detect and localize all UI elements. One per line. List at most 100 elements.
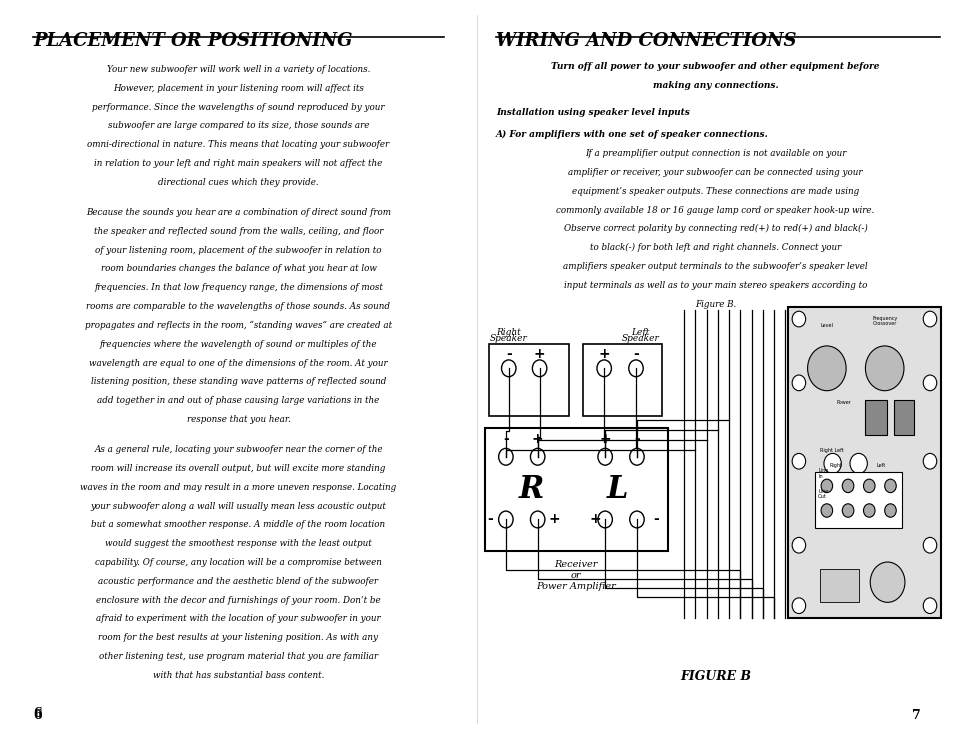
Circle shape bbox=[791, 598, 804, 613]
Text: Right Left: Right Left bbox=[820, 448, 843, 453]
Bar bbox=[820, 569, 858, 602]
Circle shape bbox=[849, 453, 866, 474]
Text: Speaker: Speaker bbox=[621, 334, 659, 343]
Circle shape bbox=[629, 511, 643, 528]
Text: propagates and reflects in the room, “standing waves” are created at: propagates and reflects in the room, “st… bbox=[85, 321, 392, 330]
Bar bbox=[787, 307, 940, 618]
Text: wavelength are equal to one of the dimensions of the room. At your: wavelength are equal to one of the dimen… bbox=[89, 359, 388, 368]
Text: afraid to experiment with the location of your subwoofer in your: afraid to experiment with the location o… bbox=[96, 615, 380, 624]
Text: Receiver: Receiver bbox=[554, 560, 598, 569]
Text: frequencies. In that low frequency range, the dimensions of most: frequencies. In that low frequency range… bbox=[94, 283, 382, 292]
Bar bbox=[582, 344, 661, 416]
Circle shape bbox=[862, 479, 874, 492]
Text: room for the best results at your listening position. As with any: room for the best results at your listen… bbox=[98, 633, 378, 642]
Text: Because the sounds you hear are a combination of direct sound from: Because the sounds you hear are a combin… bbox=[86, 208, 391, 217]
Text: subwoofer are large compared to its size, those sounds are: subwoofer are large compared to its size… bbox=[108, 121, 369, 131]
Circle shape bbox=[498, 449, 513, 465]
Text: omni-directional in nature. This means that locating your subwoofer: omni-directional in nature. This means t… bbox=[88, 140, 389, 149]
Text: acoustic performance and the aesthetic blend of the subwoofer: acoustic performance and the aesthetic b… bbox=[98, 577, 378, 586]
Text: in relation to your left and right main speakers will not affect the: in relation to your left and right main … bbox=[94, 159, 382, 168]
Text: Line: Line bbox=[818, 469, 827, 474]
Text: PLACEMENT OR POSITIONING: PLACEMENT OR POSITIONING bbox=[33, 32, 353, 49]
Text: Power: Power bbox=[836, 400, 851, 405]
Text: the speaker and reflected sound from the walls, ceiling, and floor: the speaker and reflected sound from the… bbox=[93, 227, 383, 235]
Circle shape bbox=[530, 449, 544, 465]
Text: +: + bbox=[589, 512, 600, 526]
Circle shape bbox=[498, 511, 513, 528]
Text: R: R bbox=[517, 474, 543, 505]
Circle shape bbox=[841, 504, 853, 517]
Text: capability. Of course, any location will be a compromise between: capability. Of course, any location will… bbox=[95, 558, 381, 567]
Text: your subwoofer along a wall will usually mean less acoustic output: your subwoofer along a wall will usually… bbox=[91, 502, 386, 511]
Text: Left: Left bbox=[631, 328, 649, 337]
Text: However, placement in your listening room will affect its: However, placement in your listening roo… bbox=[113, 83, 363, 93]
Bar bbox=[484, 427, 667, 551]
Text: to black(-) for both left and right channels. Connect your: to black(-) for both left and right chan… bbox=[589, 243, 841, 252]
Text: room boundaries changes the balance of what you hear at low: room boundaries changes the balance of w… bbox=[100, 264, 376, 273]
Bar bbox=[864, 400, 885, 435]
Text: Figure B.: Figure B. bbox=[694, 300, 736, 308]
Text: Out: Out bbox=[818, 494, 826, 499]
Text: +: + bbox=[532, 432, 543, 446]
Text: but a somewhat smoother response. A middle of the room location: but a somewhat smoother response. A midd… bbox=[91, 520, 385, 529]
Circle shape bbox=[791, 453, 804, 469]
Text: equipment’s speaker outputs. These connections are made using: equipment’s speaker outputs. These conne… bbox=[571, 187, 859, 196]
Text: or: or bbox=[571, 571, 581, 580]
Text: -: - bbox=[633, 347, 639, 361]
Text: amplifiers speaker output terminals to the subwoofer’s speaker level: amplifiers speaker output terminals to t… bbox=[562, 262, 867, 271]
Text: FIGURE B: FIGURE B bbox=[679, 670, 750, 683]
Text: -: - bbox=[487, 512, 493, 526]
Text: +: + bbox=[598, 432, 610, 446]
Text: 6: 6 bbox=[33, 708, 42, 722]
Circle shape bbox=[883, 504, 895, 517]
Circle shape bbox=[791, 537, 804, 553]
Circle shape bbox=[821, 504, 832, 517]
Circle shape bbox=[841, 479, 853, 492]
Text: As a general rule, locating your subwoofer near the corner of the: As a general rule, locating your subwoof… bbox=[94, 445, 382, 454]
Text: performance. Since the wavelengths of sound reproduced by your: performance. Since the wavelengths of so… bbox=[92, 103, 384, 111]
Text: 6: 6 bbox=[33, 706, 42, 720]
Circle shape bbox=[823, 453, 841, 474]
Text: commonly available 18 or 16 gauge lamp cord or speaker hook-up wire.: commonly available 18 or 16 gauge lamp c… bbox=[556, 205, 874, 215]
Circle shape bbox=[791, 311, 804, 327]
Circle shape bbox=[862, 504, 874, 517]
Circle shape bbox=[598, 511, 612, 528]
Circle shape bbox=[597, 360, 611, 376]
Text: making any connections.: making any connections. bbox=[652, 81, 778, 90]
Text: If a preamplifier output connection is not available on your: If a preamplifier output connection is n… bbox=[584, 149, 845, 158]
Bar bbox=[489, 344, 568, 416]
Text: enclosure with the decor and furnishings of your room. Don’t be: enclosure with the decor and furnishings… bbox=[96, 596, 380, 604]
Text: waves in the room and may result in a more uneven response. Locating: waves in the room and may result in a mo… bbox=[80, 483, 396, 492]
Text: 7: 7 bbox=[911, 708, 920, 722]
Text: -: - bbox=[502, 432, 508, 446]
Text: add together in and out of phase causing large variations in the: add together in and out of phase causing… bbox=[97, 396, 379, 405]
Text: would suggest the smoothest response with the least output: would suggest the smoothest response wit… bbox=[105, 539, 372, 548]
Text: response that you hear.: response that you hear. bbox=[187, 415, 290, 424]
Text: In: In bbox=[818, 474, 821, 479]
Text: L: L bbox=[606, 474, 628, 505]
Text: amplifier or receiver, your subwoofer can be connected using your: amplifier or receiver, your subwoofer ca… bbox=[568, 168, 862, 177]
Text: +: + bbox=[598, 347, 609, 361]
Text: -: - bbox=[653, 512, 659, 526]
Circle shape bbox=[864, 346, 903, 390]
Text: frequencies where the wavelength of sound or multiples of the: frequencies where the wavelength of soun… bbox=[100, 339, 376, 348]
Circle shape bbox=[501, 360, 516, 376]
Text: -: - bbox=[634, 432, 639, 446]
Circle shape bbox=[849, 478, 866, 498]
Text: Frequency: Frequency bbox=[871, 316, 897, 321]
Text: +: + bbox=[534, 347, 545, 361]
Text: +: + bbox=[548, 512, 559, 526]
Circle shape bbox=[823, 478, 841, 498]
Text: WIRING AND CONNECTIONS: WIRING AND CONNECTIONS bbox=[496, 32, 796, 49]
Circle shape bbox=[629, 449, 643, 465]
Text: Observe correct polarity by connecting red(+) to red(+) and black(-): Observe correct polarity by connecting r… bbox=[563, 224, 866, 233]
Text: Speaker: Speaker bbox=[490, 334, 527, 343]
Text: -: - bbox=[505, 347, 511, 361]
Circle shape bbox=[883, 479, 895, 492]
Text: Left: Left bbox=[875, 463, 884, 468]
Text: Level: Level bbox=[820, 323, 832, 328]
Text: listening position, these standing wave patterns of reflected sound: listening position, these standing wave … bbox=[91, 377, 386, 386]
Circle shape bbox=[598, 449, 612, 465]
Circle shape bbox=[923, 375, 936, 390]
Text: Line: Line bbox=[818, 489, 827, 494]
